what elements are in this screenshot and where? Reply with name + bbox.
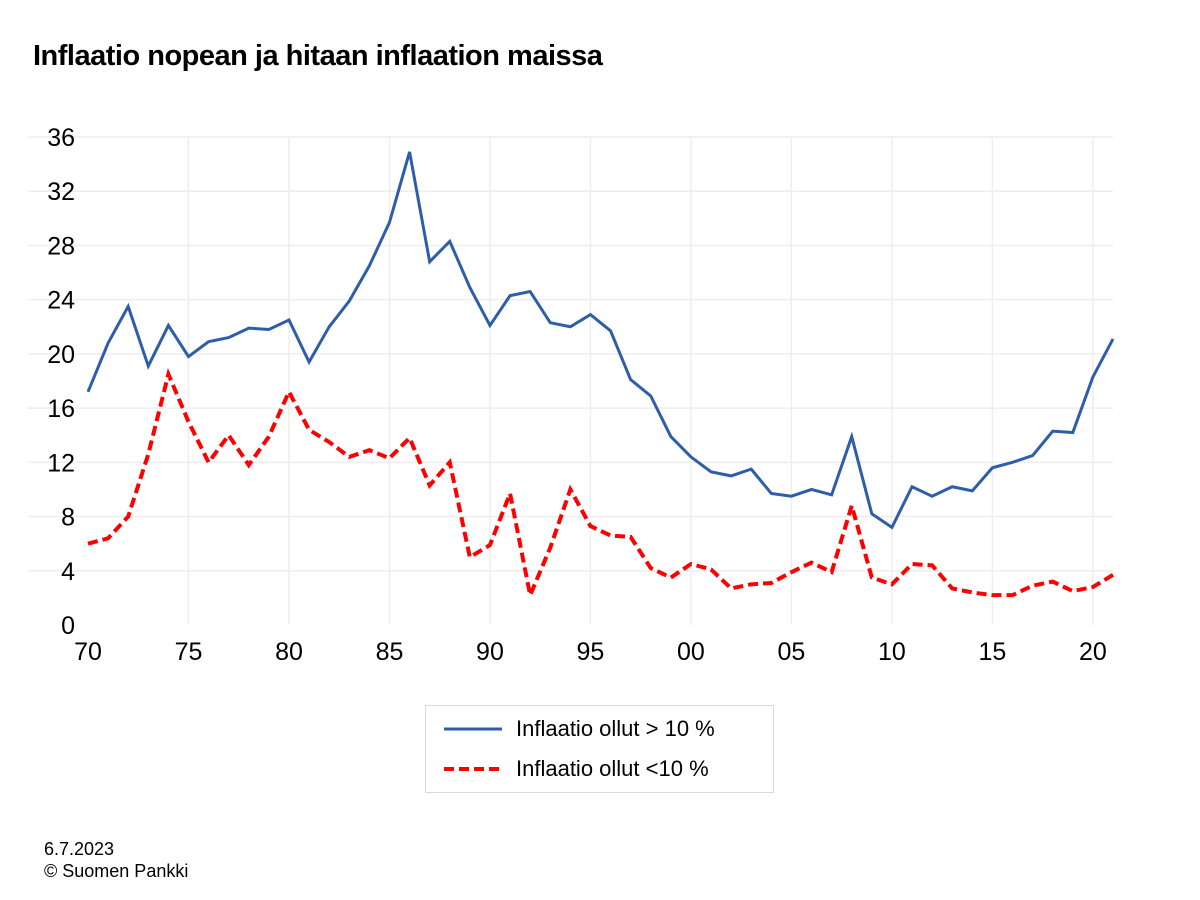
legend-swatch-solid — [444, 727, 502, 731]
y-tick-label: 24 — [47, 287, 75, 315]
x-tick-label: 70 — [74, 638, 102, 666]
x-tick-label: 15 — [979, 638, 1007, 666]
y-tick-label: 32 — [47, 178, 75, 206]
y-tick-label: 28 — [47, 232, 75, 260]
y-tick-label: 12 — [47, 449, 75, 477]
x-tick-label: 75 — [175, 638, 203, 666]
x-tick-label: 10 — [878, 638, 906, 666]
x-tick-label: 85 — [376, 638, 404, 666]
y-tick-label: 0 — [61, 612, 75, 640]
x-tick-label: 95 — [577, 638, 605, 666]
x-tick-label: 80 — [275, 638, 303, 666]
x-tick-label: 90 — [476, 638, 504, 666]
legend: Inflaatio ollut > 10 % Inflaatio ollut <… — [425, 705, 774, 793]
legend-label: Inflaatio ollut <10 % — [516, 756, 709, 781]
footer-source: © Suomen Pankki — [44, 861, 189, 881]
x-tick-label: 20 — [1079, 638, 1107, 666]
series-line-0 — [86, 151, 1115, 530]
legend-label: Inflaatio ollut > 10 % — [516, 716, 715, 741]
y-tick-label: 20 — [47, 341, 75, 369]
y-tick-label: 8 — [61, 504, 75, 532]
x-tick-label: 00 — [677, 638, 705, 666]
x-tick-label: 05 — [778, 638, 806, 666]
legend-item-low: Inflaatio ollut <10 % — [444, 756, 709, 782]
legend-item-high: Inflaatio ollut > 10 % — [444, 716, 715, 742]
y-tick-label: 16 — [47, 395, 75, 423]
legend-swatch-dashed — [444, 767, 502, 771]
footer-date: 6.7.2023 — [44, 839, 115, 859]
y-tick-label: 36 — [47, 124, 75, 152]
y-tick-label: 4 — [61, 558, 75, 586]
chart-title: Inflaatio nopean ja hitaan inflaation ma… — [33, 40, 603, 72]
footer: 6.7.2023 © Suomen Pankki — [44, 838, 188, 882]
series-line-1 — [87, 367, 1115, 602]
